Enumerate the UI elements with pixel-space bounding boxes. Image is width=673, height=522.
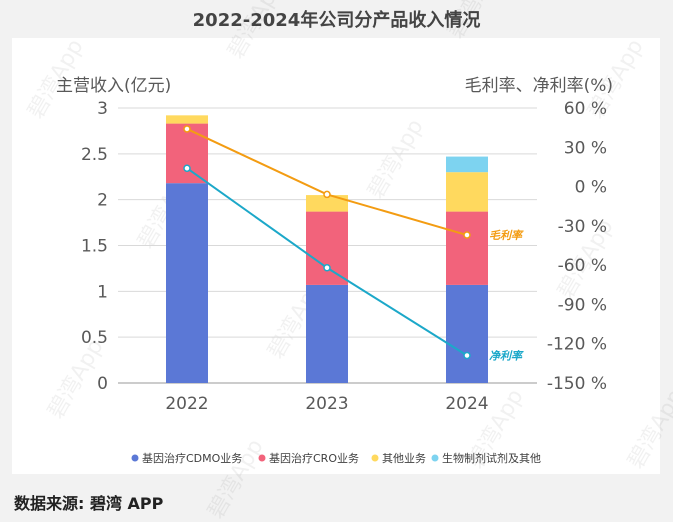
line-point bbox=[183, 164, 191, 172]
y-right-tick-label: 30 % bbox=[564, 138, 607, 158]
watermark: 碧湾App bbox=[224, 0, 289, 63]
x-tick-label: 2024 bbox=[445, 394, 488, 414]
watermark: 碧湾App bbox=[444, 0, 509, 43]
watermark: 碧湾App bbox=[204, 435, 269, 522]
line-point bbox=[323, 190, 331, 199]
legend-label: 生物制剂试剂及其他 bbox=[442, 451, 541, 465]
line-point bbox=[323, 264, 331, 272]
y-right-tick-label: 0 % bbox=[575, 178, 607, 198]
legend-marker bbox=[431, 454, 439, 462]
x-tick-label: 2023 bbox=[305, 394, 348, 414]
legend-label: 基因治疗CDMO业务 bbox=[142, 451, 242, 465]
bar-segment bbox=[306, 195, 348, 212]
y-left-axis-label: 主营收入(亿元) bbox=[56, 76, 171, 96]
legend-label: 基因治疗CRO业务 bbox=[269, 451, 359, 465]
y-left-tick-label: 1.5 bbox=[81, 237, 108, 257]
legend-marker bbox=[371, 454, 379, 462]
line-point bbox=[463, 351, 471, 360]
legend-marker bbox=[131, 454, 139, 462]
line-end-label: 净利率 bbox=[489, 350, 524, 363]
legend-marker bbox=[258, 454, 266, 462]
y-right-tick-label: -120 % bbox=[547, 335, 607, 355]
y-left-tick-label: 1 bbox=[97, 282, 108, 302]
y-right-tick-label: -30 % bbox=[558, 217, 607, 237]
y-left-tick-label: 3 bbox=[97, 99, 108, 119]
bar-segment bbox=[446, 172, 488, 212]
bars bbox=[166, 115, 488, 383]
y-right-tick-label: -90 % bbox=[558, 295, 607, 315]
y-left-tick-label: 0.5 bbox=[81, 328, 108, 348]
line-end-label: 毛利率 bbox=[489, 229, 524, 242]
line-point bbox=[463, 231, 471, 239]
legend-label: 其他业务 bbox=[382, 452, 426, 465]
y-right-axis-label: 毛利率、净利率(%) bbox=[465, 76, 613, 96]
line-point bbox=[183, 125, 191, 133]
bar-segment bbox=[166, 115, 208, 124]
y-right-tick-label: -150 % bbox=[547, 374, 607, 394]
y-right-tick-label: 60 % bbox=[564, 99, 607, 119]
chart-title: 2022-2024年公司分产品收入情况 bbox=[192, 10, 481, 31]
axes: 0 0.5 1 1.5 2 2.5 3 60 % 30 % 0 % -30 % -60 % -90 % -… bbox=[56, 76, 613, 414]
bar-segment bbox=[306, 284, 348, 383]
watermark: 碧湾App bbox=[624, 385, 673, 473]
bar-segment bbox=[446, 211, 488, 285]
bar-segment bbox=[166, 183, 208, 383]
y-left-tick-label: 2.5 bbox=[81, 145, 108, 165]
watermark: 碧湾App bbox=[364, 115, 429, 203]
y-left-tick-label: 0 bbox=[97, 374, 108, 394]
bar-segment bbox=[166, 123, 208, 184]
y-left-tick-label: 2 bbox=[97, 191, 108, 211]
bar-segment bbox=[306, 211, 348, 285]
data-source: 数据来源: 碧湾 APP bbox=[14, 494, 164, 513]
legend: 基因治疗CDMO业务 基因治疗CRO业务 其他业务 生物制剂试剂及其他 bbox=[131, 451, 541, 465]
y-right-tick-label: -60 % bbox=[558, 256, 607, 276]
x-tick-label: 2022 bbox=[165, 394, 208, 414]
bar-segment bbox=[446, 156, 488, 173]
bar-segment bbox=[446, 284, 488, 383]
